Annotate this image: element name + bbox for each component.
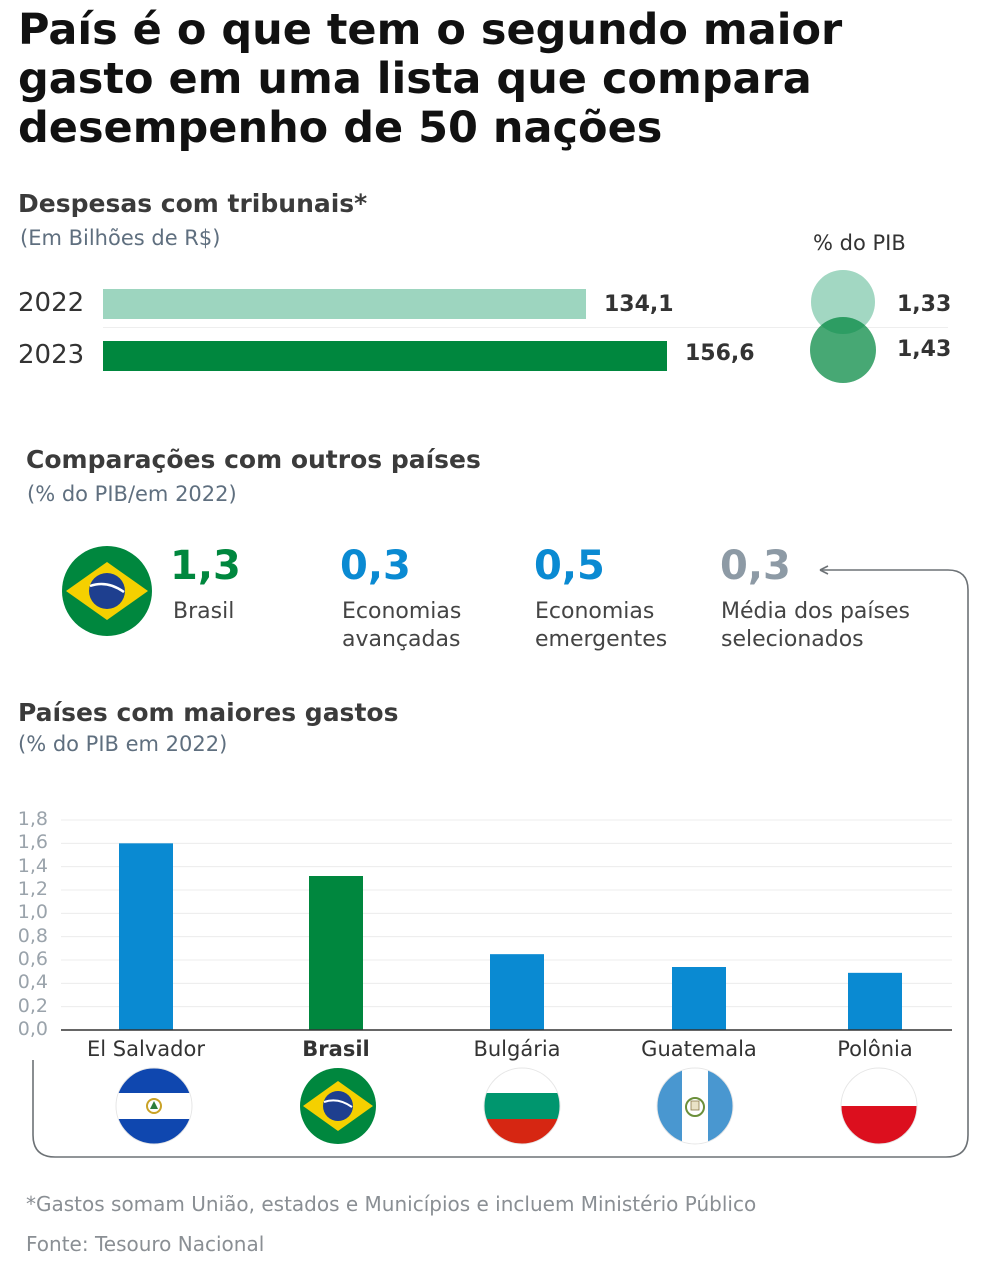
y-tick-label: 0,6 — [17, 948, 48, 970]
pib-value-2023: 1,43 — [897, 337, 952, 362]
category-label: El Salvador — [87, 1037, 205, 1061]
pib-value-2022: 1,33 — [897, 292, 952, 317]
comparison-value-advanced: 0,3 — [340, 543, 411, 589]
spending-value-2022: 134,1 — [603, 292, 674, 317]
y-tick-label: 0,0 — [17, 1018, 48, 1040]
brazil-flag-icon — [62, 546, 152, 636]
comparison-label-emerging: Economias emergentes — [535, 599, 668, 652]
bar-polônia — [848, 972, 902, 1030]
spending-heading: Despesas com tribunais* — [18, 189, 368, 218]
comparison-value-brasil: 1,3 — [170, 543, 241, 589]
year-label-2022: 2022 — [18, 288, 85, 318]
pib-bubble-2023 — [810, 317, 876, 383]
y-tick-label: 0,8 — [17, 924, 48, 947]
comparison-label-average: Média dos países selecionados — [721, 599, 910, 652]
arrow-left-icon — [819, 565, 829, 575]
y-tick-label: 1,2 — [17, 878, 48, 900]
bar-guatemala — [672, 967, 726, 1030]
spending-value-2023: 156,6 — [685, 341, 755, 366]
category-label: Guatemala — [641, 1037, 757, 1061]
brazil-flag-icon — [300, 1068, 376, 1144]
comparison-unit: (% do PIB/em 2022) — [27, 482, 237, 506]
y-tick-label: 1,6 — [17, 831, 48, 854]
comparison-label-brasil: Brasil — [173, 599, 235, 624]
year-label-2023: 2023 — [18, 340, 85, 370]
bulgaria-flag-icon — [483, 1067, 561, 1145]
row-divider — [103, 327, 948, 328]
category-label: Bulgária — [473, 1037, 561, 1061]
category-label: Polônia — [837, 1037, 913, 1061]
y-tick-label: 1,8 — [17, 808, 48, 830]
top-spenders-heading: Países com maiores gastos — [18, 698, 399, 727]
footnote: *Gastos somam União, estados e Município… — [26, 1192, 757, 1216]
page-title: País é o que tem o segundo maior gasto e… — [18, 5, 843, 153]
top-spenders-unit: (% do PIB em 2022) — [18, 732, 228, 756]
bar-el-salvador — [119, 843, 173, 1030]
category-label: Brasil — [302, 1037, 370, 1061]
guatemala-flag-icon — [656, 1067, 734, 1145]
comparison-value-average: 0,3 — [720, 543, 791, 589]
poland-flag-icon — [840, 1067, 918, 1145]
spending-bar-2022 — [103, 289, 586, 319]
bar-brasil — [309, 876, 363, 1030]
bar-bulgária — [490, 954, 544, 1030]
comparison-value-emerging: 0,5 — [534, 543, 605, 589]
spending-bar-2023 — [103, 341, 667, 371]
comparison-heading: Comparações com outros países — [26, 445, 481, 474]
y-tick-label: 0,2 — [17, 994, 48, 1017]
el-salvador-flag-icon — [115, 1067, 193, 1145]
spending-unit: (Em Bilhões de R$) — [20, 226, 221, 250]
y-tick-label: 1,0 — [17, 901, 48, 924]
y-tick-label: 1,4 — [17, 854, 48, 877]
y-tick-label: 0,4 — [17, 971, 48, 994]
source: Fonte: Tesouro Nacional — [26, 1232, 265, 1256]
comparison-label-advanced: Economias avançadas — [342, 599, 462, 652]
pib-heading: % do PIB — [813, 231, 906, 255]
